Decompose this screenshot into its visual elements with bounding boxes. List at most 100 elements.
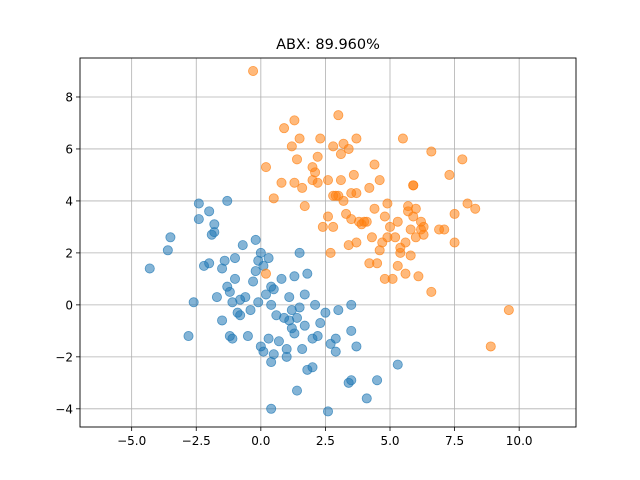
data-point-series-1 — [289, 271, 300, 282]
data-point-series-1 — [273, 336, 284, 347]
data-point-series-2 — [322, 211, 333, 222]
data-point-series-2 — [315, 133, 326, 144]
data-point-series-1 — [242, 331, 253, 342]
data-point-series-2 — [434, 224, 445, 235]
data-point-series-1 — [302, 268, 313, 279]
data-point-series-2 — [361, 216, 372, 227]
data-point-series-2 — [294, 133, 305, 144]
data-point-series-1 — [372, 375, 383, 386]
data-point-series-1 — [276, 273, 287, 284]
data-point-series-2 — [351, 237, 362, 248]
data-point-series-2 — [503, 305, 514, 316]
data-point-series-1 — [330, 346, 341, 357]
data-point-series-2 — [413, 271, 424, 282]
data-point-series-1 — [297, 344, 308, 355]
data-point-series-2 — [351, 133, 362, 144]
data-point-series-1 — [392, 359, 403, 370]
data-point-series-1 — [307, 362, 318, 373]
data-point-series-1 — [266, 299, 277, 310]
data-point-series-2 — [289, 177, 300, 188]
data-point-series-2 — [374, 245, 385, 256]
data-point-series-2 — [374, 175, 385, 186]
plot-frame — [79, 57, 577, 428]
data-point-series-1 — [183, 331, 194, 342]
data-point-series-1 — [193, 198, 204, 209]
data-point-series-2 — [400, 268, 411, 279]
data-point-series-2 — [387, 273, 398, 284]
data-point-series-1 — [188, 297, 199, 308]
data-point-series-2 — [325, 247, 336, 258]
data-point-series-1 — [227, 333, 238, 344]
data-point-series-2 — [426, 286, 437, 297]
data-point-series-2 — [426, 146, 437, 157]
data-point-series-2 — [449, 237, 460, 248]
data-point-series-1 — [240, 292, 251, 303]
data-point-series-1 — [222, 195, 233, 206]
data-point-series-1 — [250, 234, 261, 245]
data-point-series-1 — [333, 305, 344, 316]
data-point-series-1 — [209, 227, 220, 238]
data-point-series-1 — [162, 245, 173, 256]
data-point-series-2 — [312, 177, 323, 188]
data-point-series-2 — [276, 177, 287, 188]
data-point-series-2 — [372, 258, 383, 269]
x-axis: −5.0 −2.5 0.0 2.5 5.0 7.5 10.0 — [117, 427, 533, 448]
x-tick-label: 7.5 — [445, 434, 464, 448]
data-point-series-1 — [307, 333, 318, 344]
data-point-series-1 — [266, 403, 277, 414]
data-point-series-1 — [165, 232, 176, 243]
data-point-series-1 — [245, 305, 256, 316]
data-point-series-1 — [346, 325, 357, 336]
data-point-series-2 — [343, 143, 354, 154]
data-point-series-2 — [410, 203, 421, 214]
data-point-series-1 — [193, 214, 204, 225]
data-point-series-2 — [379, 211, 390, 222]
data-point-series-2 — [260, 162, 271, 173]
data-point-series-1 — [248, 276, 259, 287]
data-point-series-1 — [351, 341, 362, 352]
data-point-series-2 — [405, 250, 416, 261]
data-point-series-2 — [335, 149, 346, 160]
data-point-series-2 — [408, 180, 419, 191]
data-point-series-2 — [449, 208, 460, 219]
y-tick-label: −4 — [55, 402, 73, 416]
data-point-series-1 — [224, 286, 235, 297]
data-point-series-2 — [291, 154, 302, 165]
data-point-series-1 — [310, 299, 321, 310]
data-point-series-1 — [217, 315, 228, 326]
y-tick-label: 0 — [65, 298, 73, 312]
data-point-series-2 — [405, 224, 416, 235]
data-point-series-2 — [289, 115, 300, 126]
data-point-series-1 — [284, 292, 295, 303]
data-point-series-2 — [470, 203, 481, 214]
data-point-series-2 — [328, 221, 339, 232]
data-point-series-1 — [299, 320, 310, 331]
data-point-series-1 — [255, 247, 266, 258]
data-point-series-2 — [462, 198, 473, 209]
data-point-series-1 — [291, 312, 302, 323]
data-point-series-1 — [346, 375, 357, 386]
data-point-series-2 — [286, 141, 297, 152]
data-point-series-2 — [418, 221, 429, 232]
data-point-series-2 — [382, 198, 393, 209]
data-point-series-2 — [364, 182, 375, 193]
data-point-series-2 — [369, 203, 380, 214]
data-point-series-2 — [328, 141, 339, 152]
x-tick-label: 2.5 — [316, 434, 335, 448]
data-point-series-1 — [315, 318, 326, 329]
data-point-series-1 — [258, 346, 269, 357]
data-point-series-2 — [366, 232, 377, 243]
data-point-series-1 — [361, 393, 372, 404]
data-point-series-1 — [144, 263, 155, 274]
data-point-series-1 — [322, 406, 333, 417]
data-point-series-2 — [260, 268, 271, 279]
data-point-series-1 — [268, 349, 279, 360]
data-point-series-2 — [348, 169, 359, 180]
data-point-series-1 — [289, 328, 300, 339]
data-point-series-2 — [390, 232, 401, 243]
data-point-series-1 — [211, 292, 222, 303]
data-point-series-2 — [384, 221, 395, 232]
data-point-series-2 — [338, 195, 349, 206]
data-point-series-2 — [397, 133, 408, 144]
